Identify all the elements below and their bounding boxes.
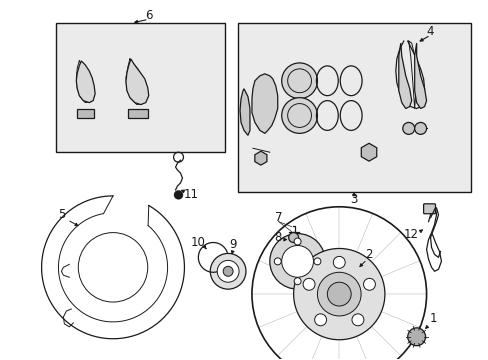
Text: 10: 10: [190, 236, 205, 249]
Circle shape: [293, 248, 384, 340]
Text: 2: 2: [365, 248, 372, 261]
Circle shape: [288, 233, 298, 243]
Circle shape: [326, 282, 350, 306]
Circle shape: [314, 314, 326, 326]
Text: 4: 4: [426, 24, 433, 38]
Circle shape: [174, 191, 182, 199]
Text: 3: 3: [350, 193, 357, 206]
Polygon shape: [398, 43, 411, 109]
Text: 6: 6: [145, 9, 152, 22]
Circle shape: [293, 238, 301, 245]
Ellipse shape: [210, 253, 245, 289]
Circle shape: [313, 258, 320, 265]
Polygon shape: [414, 43, 426, 109]
Circle shape: [293, 278, 301, 285]
Circle shape: [407, 328, 425, 346]
Bar: [56, 23, 224, 152]
Circle shape: [317, 272, 360, 316]
Circle shape: [303, 278, 314, 290]
FancyBboxPatch shape: [423, 204, 435, 214]
Text: 8: 8: [273, 231, 281, 244]
Polygon shape: [251, 74, 277, 133]
Circle shape: [274, 258, 281, 265]
Ellipse shape: [223, 266, 233, 276]
Text: 5: 5: [58, 208, 65, 221]
Polygon shape: [240, 89, 249, 135]
Text: 12: 12: [403, 228, 417, 241]
Ellipse shape: [217, 260, 239, 282]
Text: 11: 11: [183, 188, 199, 201]
Text: 1: 1: [429, 312, 436, 325]
Circle shape: [363, 278, 375, 290]
Circle shape: [402, 122, 414, 134]
Bar: [238, 23, 470, 192]
Circle shape: [269, 234, 325, 289]
Polygon shape: [126, 59, 148, 105]
Circle shape: [281, 246, 313, 277]
Circle shape: [281, 63, 317, 99]
Polygon shape: [76, 61, 95, 103]
Polygon shape: [128, 109, 147, 118]
Text: 7: 7: [274, 211, 282, 224]
Circle shape: [333, 256, 345, 268]
Circle shape: [414, 122, 426, 134]
Text: 9: 9: [229, 238, 236, 251]
Circle shape: [281, 98, 317, 133]
Polygon shape: [77, 109, 94, 118]
Circle shape: [351, 314, 363, 326]
